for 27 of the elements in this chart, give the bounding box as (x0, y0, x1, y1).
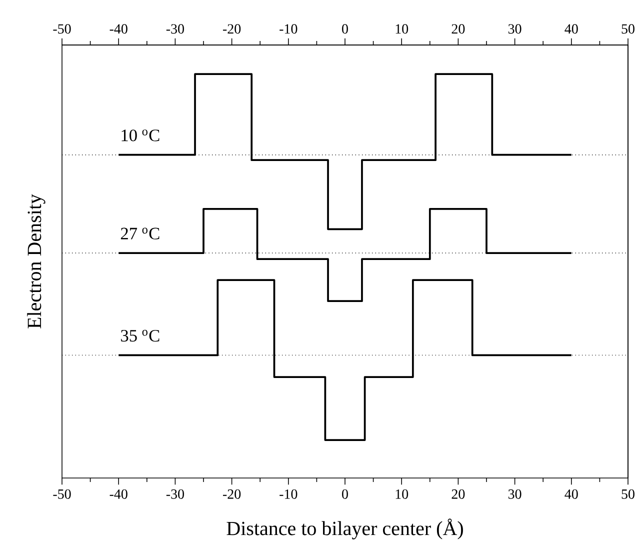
x-axis-title: Distance to bilayer center (Å) (226, 518, 463, 540)
x-tick-label: -10 (280, 489, 298, 499)
x-tick-label: 0 (342, 489, 348, 499)
x-tick-label: 10 (396, 489, 408, 499)
x2-tick-label: 50 (622, 24, 634, 34)
series-label: 10 $^{o}$C (122, 130, 160, 142)
x2-tick-label: -20 (222, 24, 241, 34)
x-tick-label: 50 (622, 489, 634, 499)
x-tick-label: 20 (452, 489, 465, 499)
x2-tick-label: 40 (564, 24, 578, 34)
x-tick-label: -20 (222, 489, 241, 499)
series-label: 35 $^{o}$C (121, 330, 160, 342)
y-axis-title: Electron Density (27, 194, 46, 328)
x2-tick-label: 0 (342, 24, 348, 34)
x2-tick-label: 20 (452, 24, 465, 34)
x-tick-label: -30 (166, 489, 184, 499)
x2-tick-label: -40 (110, 24, 128, 34)
x-tick-label: -50 (53, 489, 71, 499)
series-label: 27 $^{o}$C (120, 228, 160, 240)
x-tick-label: 30 (508, 489, 522, 499)
x2-tick-label: -30 (166, 24, 184, 34)
x-tick-label: -40 (110, 489, 128, 499)
x2-tick-label: -50 (53, 24, 71, 34)
x2-tick-label: 30 (508, 24, 522, 34)
x2-tick-label: -10 (280, 24, 298, 34)
x-tick-label: 40 (564, 489, 578, 499)
x2-tick-label: 10 (396, 24, 408, 34)
